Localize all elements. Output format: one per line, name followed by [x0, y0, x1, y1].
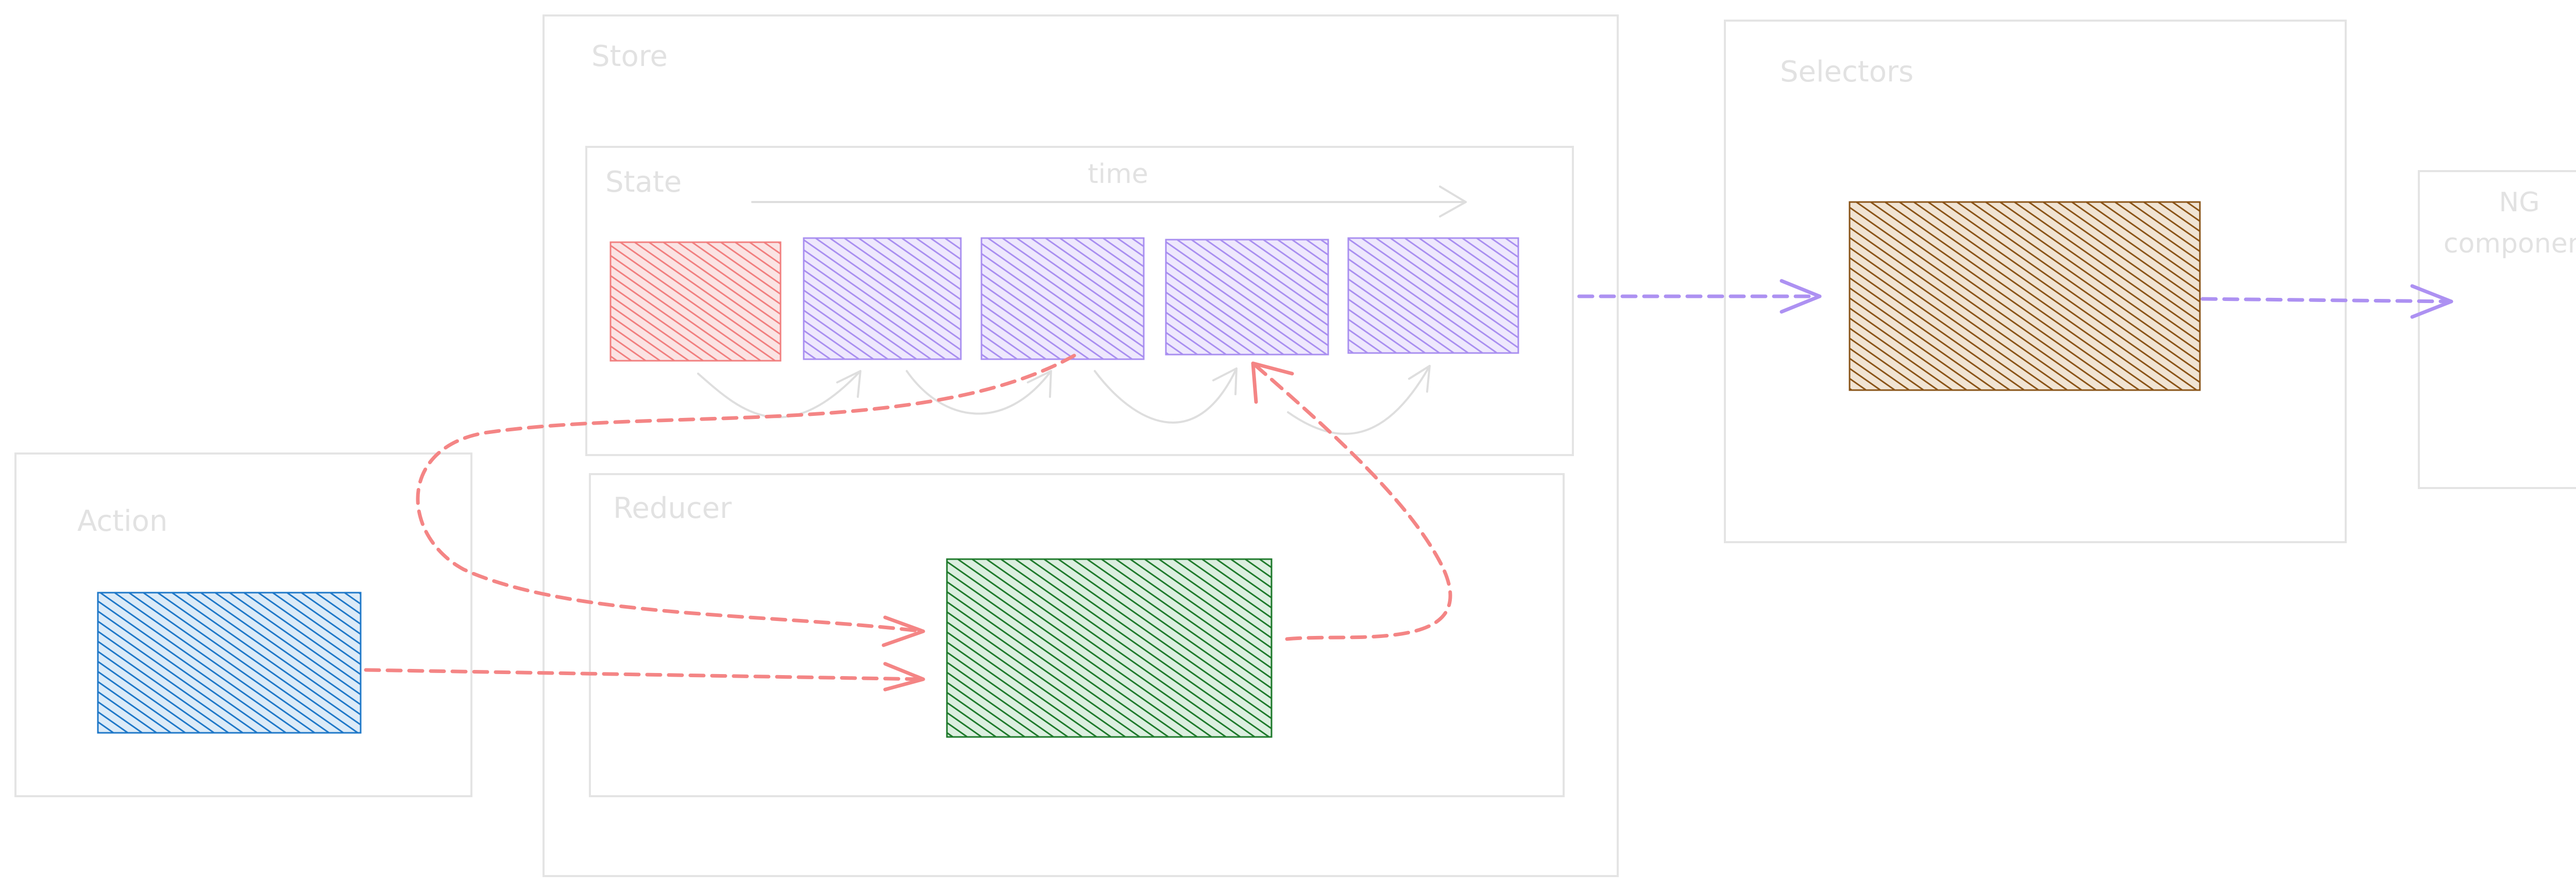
- state-box-5: [1347, 237, 1519, 354]
- store-frame: Store: [543, 14, 1619, 877]
- selector-to-component-flow: [2200, 297, 2453, 304]
- state-label: State: [605, 165, 682, 199]
- selectors-label: Selectors: [1780, 55, 1913, 89]
- timeline-arrow-icon: [1439, 186, 1467, 217]
- transition-arrow-3: [1094, 367, 1238, 424]
- ng-component-label-line-1: NG: [2499, 187, 2539, 218]
- state-transition-arrows: [697, 365, 1431, 435]
- selector-box: [1849, 201, 2201, 391]
- state-box-4: [1165, 239, 1329, 356]
- selectors-frame: Selectors: [1724, 20, 2347, 543]
- transition-arrow-1-head-icon: [836, 370, 861, 398]
- reducer-to-state-flow: [1251, 361, 1452, 641]
- ng-component-label-line-2: component: [2444, 228, 2576, 259]
- reducer-box: [946, 558, 1273, 738]
- timeline-label: time: [1088, 159, 1148, 190]
- state-box-2: [803, 237, 962, 360]
- transition-arrow-4: [1287, 365, 1431, 435]
- transition-arrow-2-head-icon: [1027, 370, 1052, 398]
- transition-arrow-4-head-icon: [1408, 365, 1431, 393]
- red-flow-arrows: [364, 354, 1452, 692]
- reducer-label: Reducer: [613, 492, 732, 525]
- action-to-reducer-flow: [364, 668, 924, 681]
- action-frame: Action: [14, 452, 472, 797]
- state-to-reducer-arrowhead-icon: [882, 615, 925, 647]
- timeline: time: [751, 159, 1467, 217]
- transition-arrow-1: [697, 370, 861, 418]
- state-frame: State: [585, 146, 1574, 456]
- ng-component-frame: NG component: [2418, 170, 2576, 489]
- transition-arrow-3-head-icon: [1212, 367, 1238, 395]
- action-label: Action: [77, 505, 167, 538]
- transition-arrow-2: [906, 370, 1052, 415]
- purple-flow-arrows: [1577, 279, 2453, 319]
- state-box-3: [980, 237, 1145, 360]
- store-label: Store: [591, 40, 668, 73]
- action-to-reducer-arrowhead-icon: [883, 662, 925, 692]
- state-to-reducer-flow: [416, 354, 1076, 633]
- action-box: [97, 592, 362, 734]
- state-box-1: [609, 241, 782, 362]
- selector-to-component-arrowhead-icon: [2410, 284, 2453, 319]
- reducer-to-state-arrowhead-icon: [1251, 361, 1294, 404]
- reducer-frame: Reducer: [589, 473, 1565, 797]
- state-to-selector-arrowhead-icon: [1780, 279, 1822, 314]
